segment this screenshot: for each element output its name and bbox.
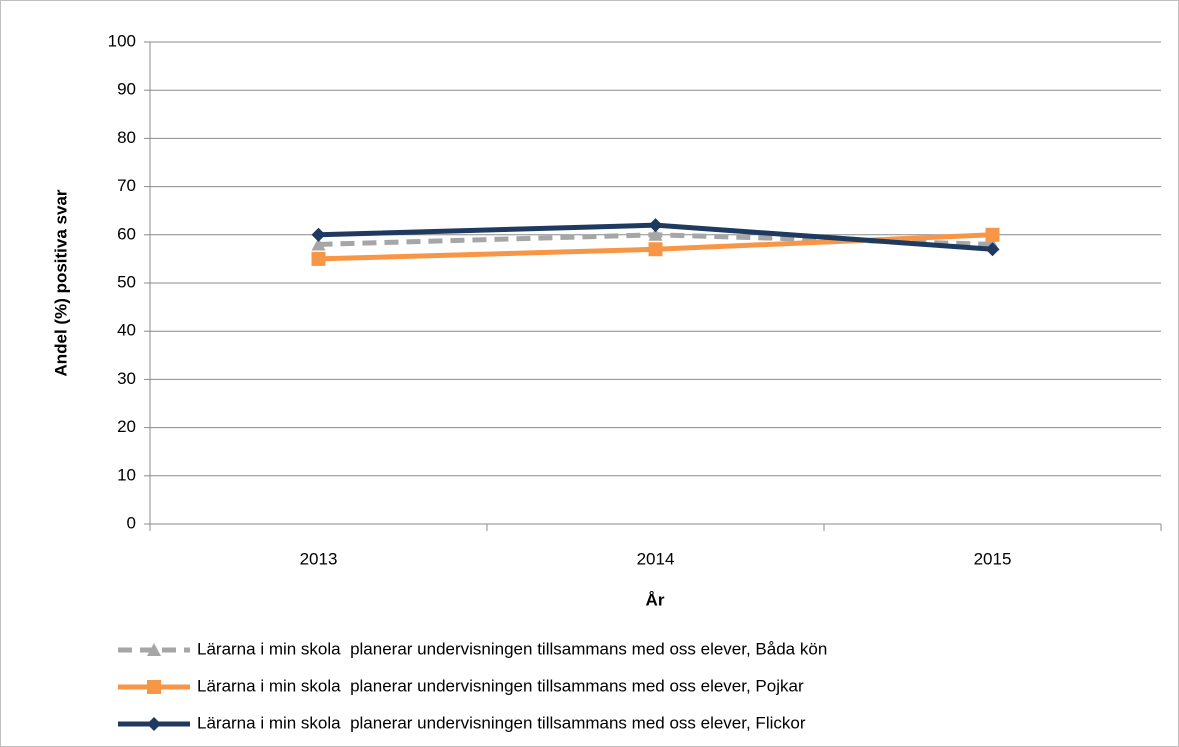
y-tick-label: 80	[117, 128, 136, 147]
legend-label: Lärarna i min skola planerar undervisnin…	[197, 639, 827, 658]
y-tick-label: 20	[117, 417, 136, 436]
marker	[648, 242, 663, 257]
marker	[985, 227, 1000, 242]
y-tick-label: 70	[117, 176, 136, 195]
marker	[985, 242, 1000, 257]
x-tick-label: 2015	[974, 549, 1012, 568]
marker	[147, 680, 161, 694]
y-tick-label: 40	[117, 321, 136, 340]
x-tick-label: 2013	[300, 549, 338, 568]
marker	[147, 717, 161, 731]
y-tick-label: 50	[117, 272, 136, 291]
x-tick-label: 2014	[637, 549, 675, 568]
y-tick-label: 0	[127, 513, 136, 532]
legend-label: Lärarna i min skola planerar undervisnin…	[197, 713, 806, 732]
y-tick-label: 30	[117, 369, 136, 388]
y-tick-label: 60	[117, 224, 136, 243]
marker	[311, 251, 326, 266]
y-tick-label: 10	[117, 465, 136, 484]
marker	[648, 227, 663, 241]
x-axis-label: År	[646, 590, 665, 609]
marker	[311, 227, 326, 242]
marker	[147, 643, 161, 656]
y-tick-label: 100	[108, 31, 136, 50]
legend-label: Lärarna i min skola planerar undervisnin…	[197, 676, 804, 695]
y-tick-label: 90	[117, 80, 136, 99]
y-axis-label: Andel (%) positiva svar	[51, 189, 70, 376]
marker	[648, 218, 663, 233]
marker	[311, 237, 326, 251]
